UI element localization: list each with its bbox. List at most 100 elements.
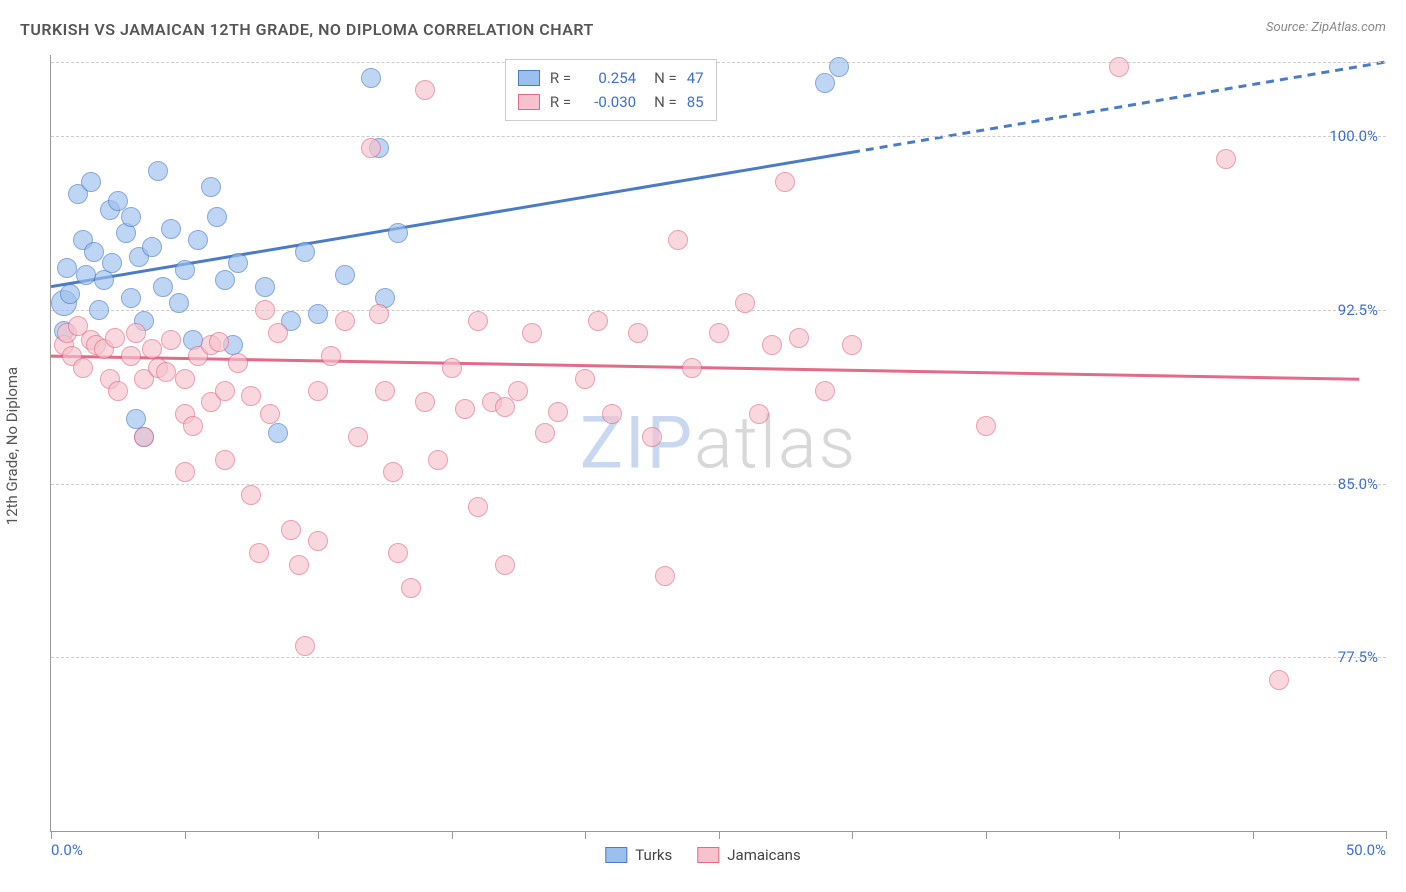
data-point xyxy=(73,358,93,378)
n-label: N = xyxy=(654,66,677,90)
data-point xyxy=(201,177,221,197)
data-point xyxy=(388,543,408,563)
data-point xyxy=(749,404,769,424)
data-point xyxy=(84,242,104,262)
gridline xyxy=(51,62,1386,63)
legend-label: Turks xyxy=(635,846,672,864)
data-point xyxy=(268,423,288,443)
data-point xyxy=(735,293,755,313)
data-point xyxy=(260,404,280,424)
legend-bottom: Turks Jamaicans xyxy=(605,846,800,864)
data-point xyxy=(335,311,355,331)
data-point xyxy=(602,404,622,424)
data-point xyxy=(682,358,702,378)
n-label: N = xyxy=(654,90,677,114)
x-tick xyxy=(185,831,186,839)
data-point xyxy=(175,369,195,389)
data-point xyxy=(215,270,235,290)
data-point xyxy=(428,450,448,470)
data-point xyxy=(1109,57,1129,77)
data-point xyxy=(308,381,328,401)
data-point xyxy=(183,416,203,436)
data-point xyxy=(121,346,141,366)
y-tick-label: 85.0% xyxy=(1338,475,1378,493)
data-point xyxy=(121,207,141,227)
data-point xyxy=(228,353,248,373)
data-point xyxy=(388,223,408,243)
data-point xyxy=(1269,670,1289,690)
data-point xyxy=(142,339,162,359)
legend-swatch xyxy=(605,847,627,863)
data-point xyxy=(1216,149,1236,169)
data-point xyxy=(468,311,488,331)
data-point xyxy=(369,304,389,324)
legend-swatch xyxy=(697,847,719,863)
data-point xyxy=(207,207,227,227)
x-tick xyxy=(1386,831,1387,839)
data-point xyxy=(156,362,176,382)
data-point xyxy=(383,462,403,482)
legend-item: Turks xyxy=(605,846,672,864)
legend-item: Jamaicans xyxy=(697,846,800,864)
gridline xyxy=(51,310,1386,311)
data-point xyxy=(642,427,662,447)
data-point xyxy=(335,265,355,285)
data-point xyxy=(442,358,462,378)
x-tick xyxy=(51,831,52,839)
x-tick xyxy=(1119,831,1120,839)
x-axis-end-label: 50.0% xyxy=(1346,841,1386,859)
trend-lines-svg xyxy=(51,55,1386,831)
data-point xyxy=(361,138,381,158)
plot-area: ZIPatlas 0.0% 50.0% 77.5%85.0%92.5%100.0… xyxy=(50,55,1386,832)
data-point xyxy=(548,402,568,422)
data-point xyxy=(829,57,849,77)
data-point xyxy=(105,328,125,348)
data-point xyxy=(295,636,315,656)
data-point xyxy=(789,328,809,348)
x-tick xyxy=(1253,831,1254,839)
data-point xyxy=(215,450,235,470)
r-label: R = xyxy=(550,66,571,90)
data-point xyxy=(60,284,80,304)
data-point xyxy=(249,543,269,563)
data-point xyxy=(575,369,595,389)
data-point xyxy=(241,386,261,406)
legend-swatch xyxy=(518,94,540,110)
data-point xyxy=(89,300,109,320)
data-point xyxy=(976,416,996,436)
chart-title: TURKISH VS JAMAICAN 12TH GRADE, NO DIPLO… xyxy=(20,20,594,39)
data-point xyxy=(308,531,328,551)
gridline xyxy=(51,657,1386,658)
data-point xyxy=(289,555,309,575)
data-point xyxy=(375,381,395,401)
data-point xyxy=(361,68,381,88)
data-point xyxy=(121,288,141,308)
y-tick-label: 92.5% xyxy=(1338,301,1378,319)
x-tick xyxy=(318,831,319,839)
data-point xyxy=(215,381,235,401)
legend-label: Jamaicans xyxy=(727,846,800,864)
r-value: -0.030 xyxy=(581,90,636,114)
data-point xyxy=(188,230,208,250)
data-point xyxy=(175,260,195,280)
data-point xyxy=(522,323,542,343)
source-label: Source: ZipAtlas.com xyxy=(1266,20,1386,35)
data-point xyxy=(161,330,181,350)
data-point xyxy=(268,323,288,343)
y-tick-label: 77.5% xyxy=(1338,648,1378,666)
data-point xyxy=(815,381,835,401)
data-point xyxy=(495,397,515,417)
watermark-zip: ZIP xyxy=(580,401,694,486)
data-point xyxy=(401,578,421,598)
data-point xyxy=(762,335,782,355)
x-tick xyxy=(986,831,987,839)
data-point xyxy=(308,304,328,324)
data-point xyxy=(175,462,195,482)
y-axis-label: 12th Grade, No Diploma xyxy=(3,367,21,525)
data-point xyxy=(169,293,189,313)
data-point xyxy=(126,323,146,343)
data-point xyxy=(321,346,341,366)
data-point xyxy=(102,253,122,273)
data-point xyxy=(842,335,862,355)
watermark-atlas: atlas xyxy=(694,401,857,486)
